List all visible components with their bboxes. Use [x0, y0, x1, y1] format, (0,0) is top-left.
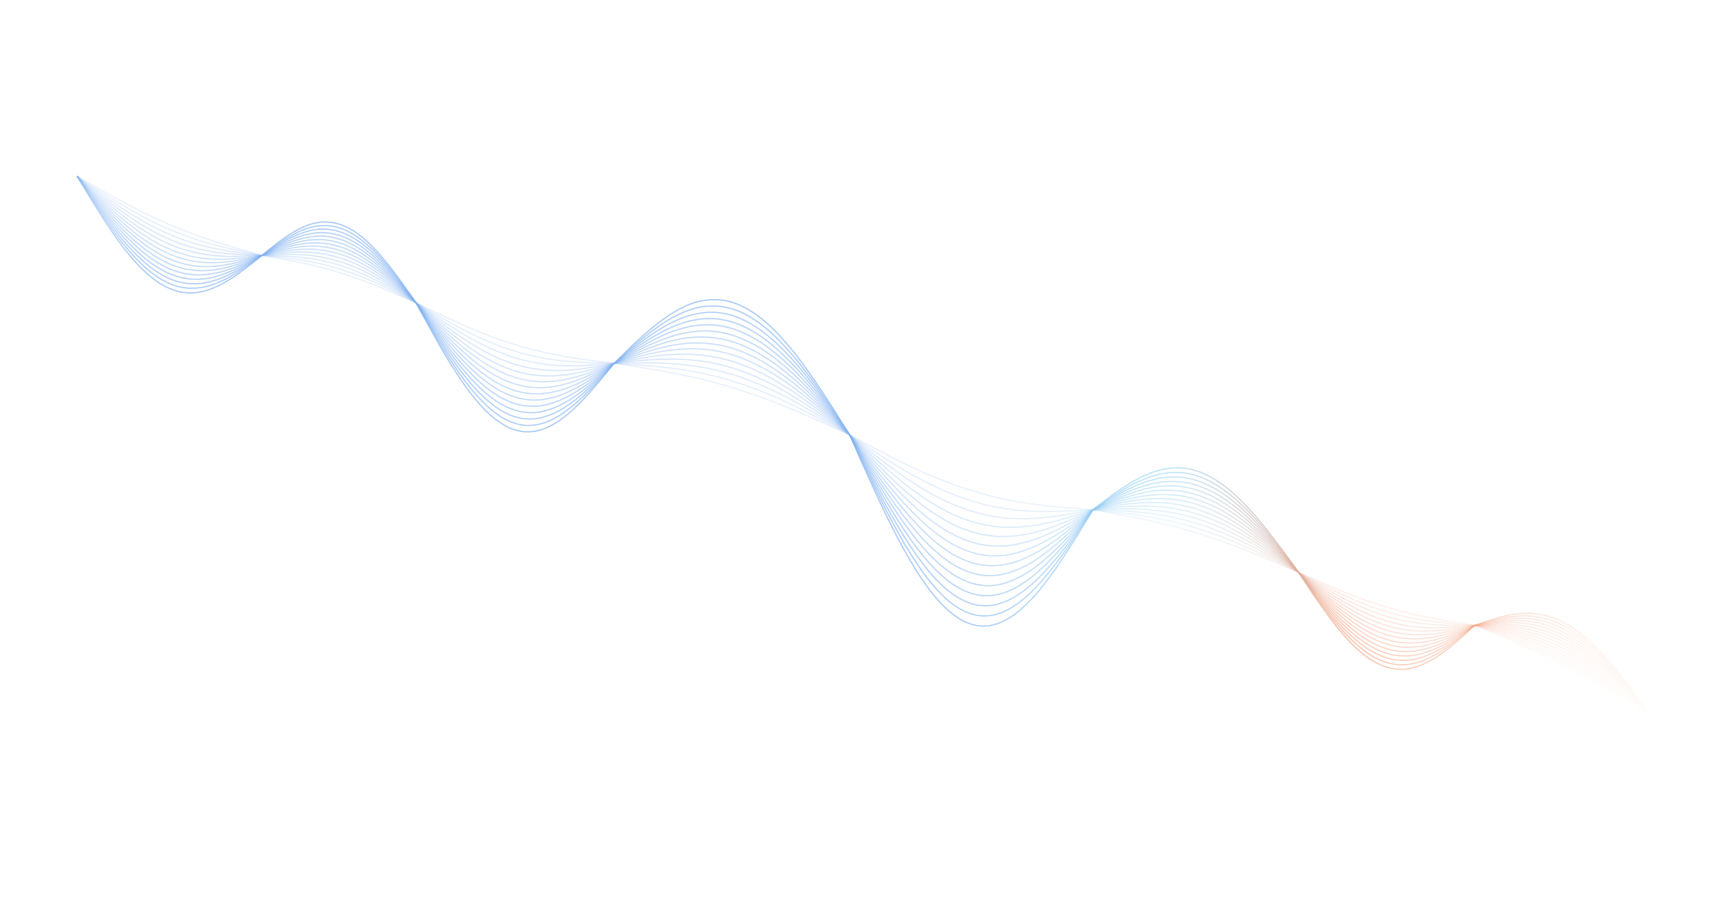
wave-line	[76, 175, 1652, 717]
wave-lines	[76, 175, 1652, 717]
